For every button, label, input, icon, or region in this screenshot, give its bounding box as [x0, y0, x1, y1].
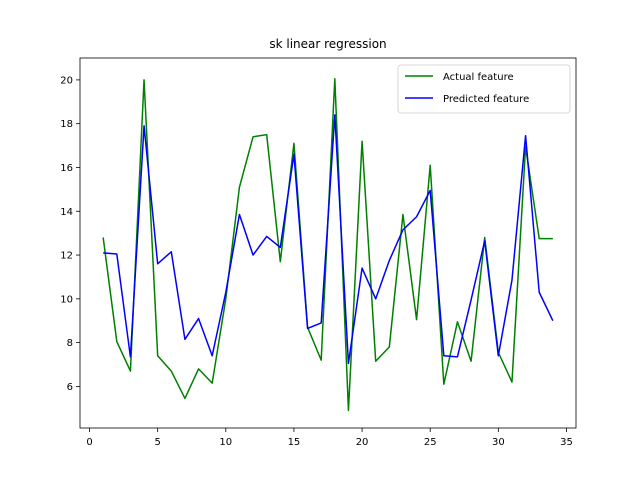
- x-tick-label: 20: [356, 437, 369, 448]
- series-layer: [102, 78, 554, 412]
- y-tick-label: 10: [60, 294, 73, 305]
- x-tick-label: 35: [560, 437, 573, 448]
- x-tick-label: 0: [86, 437, 92, 448]
- series-line-predicted-feature: [103, 114, 554, 365]
- plot-frame: [79, 57, 577, 429]
- x-tick-label: 15: [288, 437, 301, 448]
- x-tick-label: 5: [154, 437, 160, 448]
- y-tick-label: 12: [60, 251, 73, 262]
- y-tick-label: 14: [60, 207, 73, 218]
- legend: Actual feature Predicted feature: [397, 64, 571, 114]
- legend-label-actual: Actual feature: [443, 72, 514, 83]
- y-tick-label: 6: [67, 382, 73, 393]
- series-predicted-feature: [103, 114, 554, 365]
- legend-label-predicted: Predicted feature: [443, 94, 529, 105]
- plot-area: [80, 58, 576, 428]
- y-tick-label: 16: [60, 163, 73, 174]
- x-tick-label: 30: [492, 437, 505, 448]
- y-tick-label: 20: [60, 75, 73, 86]
- x-tick-label: 25: [424, 437, 437, 448]
- chart-title: sk linear regression: [269, 37, 386, 51]
- x-tick-label: 10: [219, 437, 232, 448]
- legend-box: [397, 64, 571, 114]
- x-axis: 0 5 10 15 20 25 30 35: [86, 428, 573, 448]
- y-tick-label: 18: [60, 119, 73, 130]
- y-axis: 6 8 10 12 14 16 18 20: [60, 75, 80, 393]
- y-tick-label: 8: [67, 338, 73, 349]
